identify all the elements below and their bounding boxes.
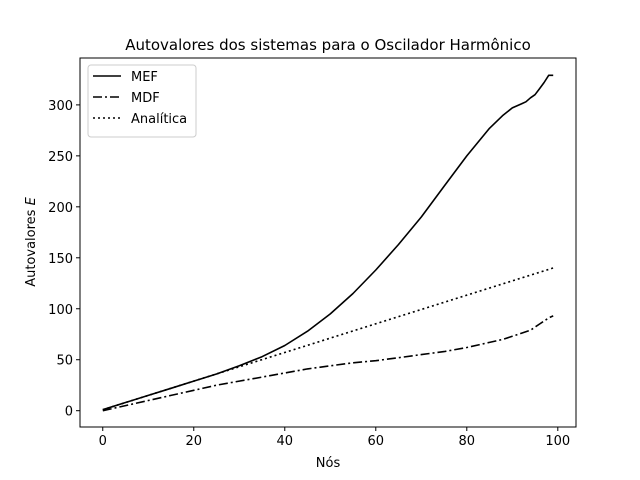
- legend-label: MEF: [131, 70, 158, 85]
- legend: MEF MDF Analítica: [87, 64, 197, 138]
- y-axis-label-prefix: Autovalores: [24, 209, 39, 286]
- legend-box: [87, 64, 197, 138]
- legend-label: Analítica: [131, 112, 187, 127]
- axes-frame: [79, 57, 577, 428]
- y-tick-label: 150: [48, 252, 73, 267]
- x-axis-label: Nós: [316, 456, 341, 471]
- x-tick-label: 0: [99, 434, 107, 449]
- y-axis-label-symbol: E: [24, 196, 39, 205]
- y-tick-label: 0: [65, 405, 73, 420]
- y-axis-label: Autovalores E: [24, 196, 39, 286]
- x-tick-label: 60: [368, 434, 385, 449]
- y-tick-label: 50: [56, 354, 73, 369]
- x-tick-label: 100: [545, 434, 570, 449]
- y-tick-label: 250: [48, 150, 73, 165]
- y-tick-label: 300: [48, 99, 73, 114]
- x-tick-label: 40: [276, 434, 293, 449]
- plot-area: 0 20 40 60 80 100 0 50 100 150 200 250 300: [48, 57, 577, 449]
- series-line-anal-tica: [102, 267, 554, 411]
- y-tick-label: 100: [48, 303, 73, 318]
- x-tick-label: 20: [185, 434, 202, 449]
- y-tick-label: 200: [48, 201, 73, 216]
- chart-title: Autovalores dos sistemas para o Oscilado…: [125, 36, 531, 54]
- series-line-mef: [102, 74, 554, 411]
- legend-label: MDF: [131, 91, 160, 106]
- x-tick-label: 80: [459, 434, 476, 449]
